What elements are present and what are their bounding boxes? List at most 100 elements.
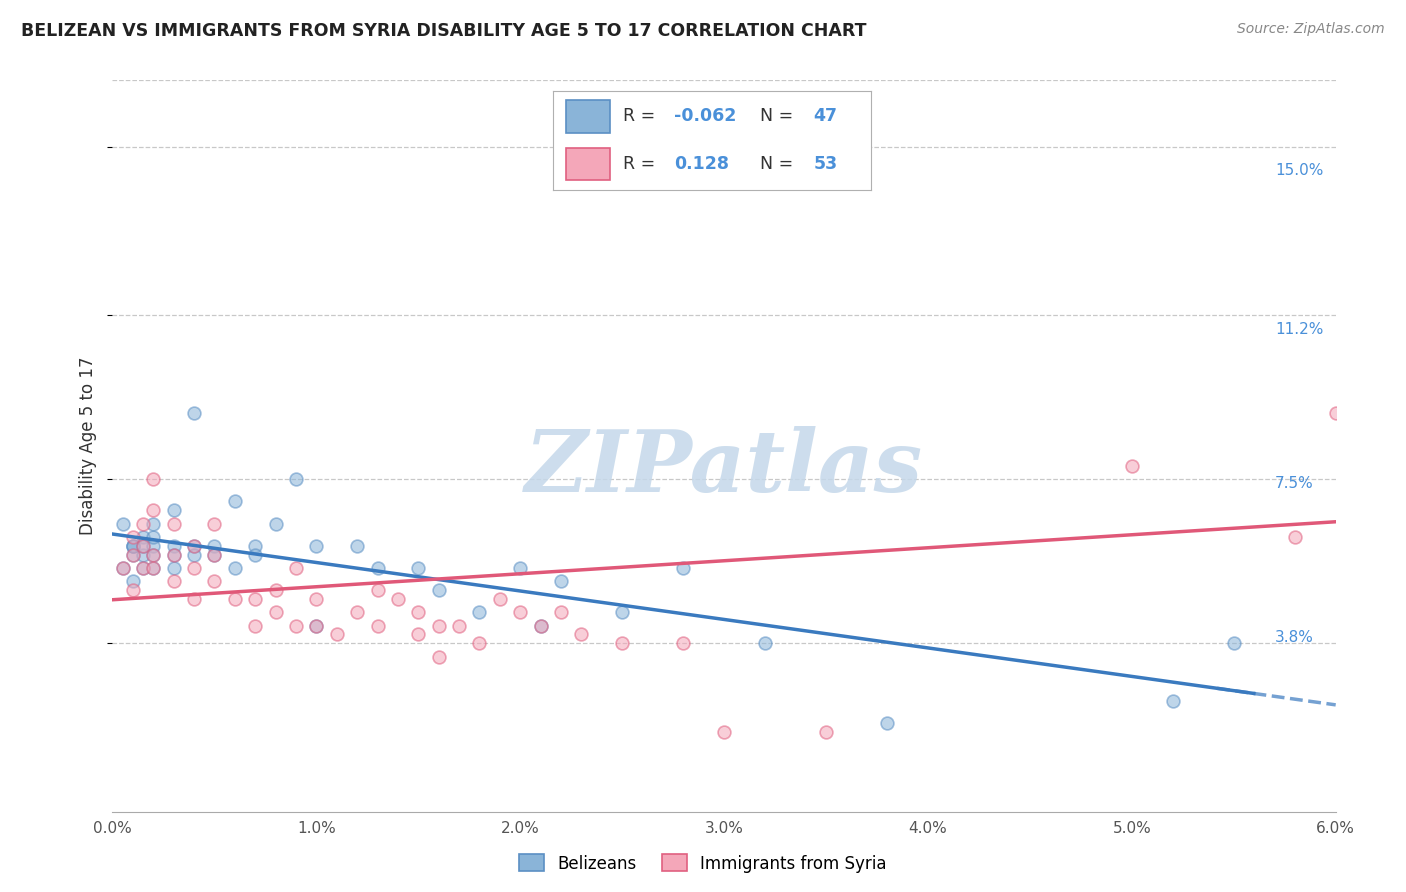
Point [1163, 629, 1185, 643]
Point [191, 558, 214, 572]
Point [309, 579, 332, 593]
Point [183, 545, 205, 559]
Point [346, 612, 368, 626]
Point [1109, 682, 1132, 697]
Point [492, 629, 515, 643]
Point [492, 599, 515, 614]
Point [256, 570, 278, 584]
Point [546, 612, 568, 626]
Point [509, 587, 531, 601]
Point [346, 587, 368, 601]
Point [201, 545, 224, 559]
Point [456, 641, 478, 656]
Point [437, 558, 460, 572]
Point [238, 587, 260, 601]
Point [401, 612, 423, 626]
Point [474, 612, 496, 626]
Point [201, 529, 224, 543]
Point [673, 629, 696, 643]
Y-axis label: Disability Age 5 to 17: Disability Age 5 to 17 [79, 361, 97, 540]
Point [201, 537, 224, 551]
Point [219, 570, 242, 584]
Point [191, 545, 214, 559]
Point [256, 537, 278, 551]
Point [201, 475, 224, 489]
Point [291, 537, 314, 551]
Point [401, 579, 423, 593]
Point [1073, 462, 1095, 476]
Point [346, 537, 368, 551]
Point [183, 537, 205, 551]
Point [183, 545, 205, 559]
Point [219, 504, 242, 518]
Point [191, 537, 214, 551]
Point [328, 558, 350, 572]
Point [855, 704, 877, 718]
Point [238, 545, 260, 559]
Point [219, 558, 242, 572]
Point [619, 599, 641, 614]
Point [456, 579, 478, 593]
Point [309, 599, 332, 614]
Text: BELIZEAN VS IMMIGRANTS FROM SYRIA DISABILITY AGE 5 TO 17 CORRELATION CHART: BELIZEAN VS IMMIGRANTS FROM SYRIA DISABI… [21, 22, 866, 40]
Point [564, 599, 586, 614]
Point [201, 558, 224, 572]
Point [219, 537, 242, 551]
Point [238, 537, 260, 551]
Point [201, 504, 224, 518]
Point [309, 516, 332, 531]
Legend: Belizeans, Immigrants from Syria: Belizeans, Immigrants from Syria [513, 847, 893, 880]
Point [201, 516, 224, 531]
Point [437, 599, 460, 614]
Point [346, 612, 368, 626]
Point [191, 558, 214, 572]
Point [291, 612, 314, 626]
Point [564, 570, 586, 584]
Point [328, 475, 350, 489]
Point [183, 579, 205, 593]
Point [191, 516, 214, 531]
Point [328, 612, 350, 626]
Point [710, 712, 733, 726]
Point [201, 558, 224, 572]
Point [800, 712, 823, 726]
Point [201, 545, 224, 559]
Point [238, 412, 260, 426]
Point [619, 629, 641, 643]
Point [1291, 254, 1313, 268]
Point [274, 495, 297, 509]
Point [673, 558, 696, 572]
Point [173, 558, 195, 572]
Point [274, 587, 297, 601]
Point [219, 545, 242, 559]
Point [238, 558, 260, 572]
Point [219, 516, 242, 531]
Point [274, 558, 297, 572]
Point [183, 537, 205, 551]
Point [382, 599, 405, 614]
Point [546, 612, 568, 626]
Text: Source: ZipAtlas.com: Source: ZipAtlas.com [1237, 22, 1385, 37]
Point [183, 537, 205, 551]
Point [238, 537, 260, 551]
Point [291, 587, 314, 601]
Point [173, 558, 195, 572]
Point [582, 620, 605, 634]
Point [173, 516, 195, 531]
Point [191, 537, 214, 551]
Point [456, 612, 478, 626]
Point [527, 599, 550, 614]
Point [437, 620, 460, 634]
Point [527, 558, 550, 572]
Point [382, 537, 405, 551]
Point [401, 558, 423, 572]
Point [364, 620, 387, 634]
Point [256, 516, 278, 531]
Text: ZIPatlas: ZIPatlas [522, 429, 920, 513]
Point [1254, 412, 1277, 426]
Point [745, 629, 768, 643]
Point [419, 587, 441, 601]
Point [256, 545, 278, 559]
Point [183, 529, 205, 543]
Point [191, 529, 214, 543]
